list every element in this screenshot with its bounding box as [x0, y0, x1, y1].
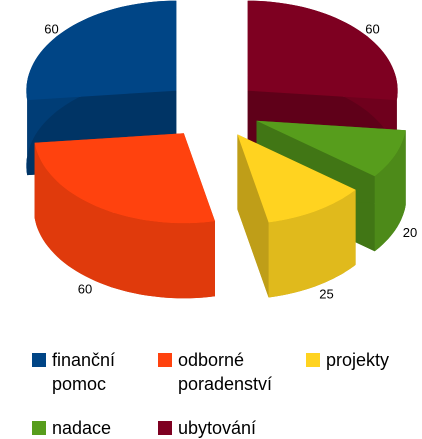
legend-item: finanční pomoc — [32, 348, 154, 396]
slice-top — [34, 133, 215, 224]
legend-swatch — [158, 421, 172, 435]
legend-label: finanční pomoc — [52, 350, 116, 394]
slice-top — [247, 0, 398, 101]
slice-top — [237, 134, 356, 223]
legend-item: projekty — [306, 348, 416, 372]
legend-label: projekty — [326, 350, 390, 370]
legend-swatch — [32, 421, 46, 435]
data-label: 25 — [319, 286, 333, 301]
pie-slice — [237, 134, 356, 298]
legend-item: odborné poradenství — [158, 348, 280, 396]
legend-swatch — [158, 353, 172, 367]
slice-side — [34, 142, 215, 299]
data-label: 60 — [365, 21, 379, 36]
legend-label: ubytování — [178, 418, 257, 438]
slice-top — [256, 120, 406, 177]
slice-side — [374, 130, 406, 252]
legend-swatch — [32, 353, 46, 367]
slice-side — [268, 189, 356, 298]
legend-item: nadace — [32, 416, 154, 439]
slice-top — [26, 0, 177, 101]
legend-item: ubytování — [158, 416, 280, 439]
legend-label: odborné poradenství — [178, 350, 273, 394]
pie-plot: 60 60 25 20 60 — [26, 0, 417, 301]
legend-label: nadace — [52, 418, 112, 438]
data-label: 20 — [403, 225, 417, 240]
legend-swatch — [306, 353, 320, 367]
pie-slice — [34, 133, 215, 299]
data-label: 60 — [78, 281, 92, 296]
data-label: 60 — [44, 21, 58, 36]
